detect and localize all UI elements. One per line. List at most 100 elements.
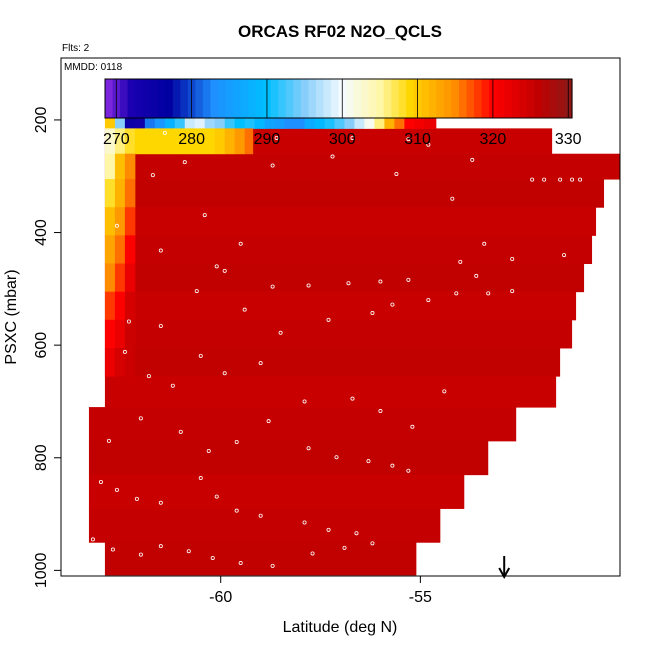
observation-point (238, 561, 243, 566)
field-cell-upper (124, 128, 136, 155)
colorbar-segment (459, 79, 468, 118)
colorbar-segment (233, 79, 242, 118)
observation-point (170, 383, 175, 388)
field-cell-edge (124, 235, 136, 265)
colorbar-tick-label: 320 (480, 131, 507, 148)
colorbar-segment (225, 79, 234, 118)
observation-point (426, 142, 431, 147)
field-row (104, 179, 605, 208)
x-axis: -60 -55 (209, 576, 432, 606)
observation-point (106, 438, 111, 443)
observation-point (474, 273, 479, 278)
colorbar-segment (157, 79, 166, 118)
field-cell-upper (114, 128, 126, 155)
field-cell-edge (114, 291, 126, 321)
observation-point (182, 160, 187, 165)
observation-point (342, 545, 347, 550)
colorbar-segment (217, 79, 227, 118)
colorbar (104, 78, 573, 119)
field-cell-edge (114, 235, 126, 265)
observation-point (222, 268, 227, 273)
observation-point (98, 479, 103, 484)
observation-point (482, 241, 487, 246)
observation-point (258, 361, 263, 366)
observation-point (406, 468, 411, 473)
field-row (88, 474, 465, 509)
observation-point (378, 409, 383, 414)
x-tick-label: -60 (209, 589, 232, 606)
field-row (104, 376, 557, 408)
data-field (88, 100, 620, 576)
y-tick-label: 600 (33, 332, 50, 359)
observation-point (458, 259, 463, 264)
observation-point (198, 476, 203, 481)
colorbar-tick-label: 280 (178, 131, 205, 148)
y-axis: 200 400 600 800 1000 (33, 106, 61, 588)
colorbar-segment (391, 79, 400, 118)
observation-point (266, 419, 271, 424)
field-cell-edge (124, 153, 136, 180)
observation-point (578, 177, 583, 182)
observation-point (370, 541, 375, 546)
observation-point (326, 317, 331, 322)
observation-point (346, 281, 351, 286)
field-cell-edge (104, 179, 116, 208)
colorbar-segment (443, 79, 453, 118)
colorbar-ticks: 270 280 290 300 310 320 330 (103, 79, 582, 148)
observation-point (158, 324, 163, 329)
observation-point (406, 277, 411, 282)
colorbar-segment (526, 79, 535, 118)
colorbar-segment (451, 79, 460, 118)
observation-point (470, 157, 475, 162)
colorbar-tick-label: 290 (254, 131, 281, 148)
observation-point (146, 374, 151, 379)
field-row (104, 291, 577, 321)
field-cell-edge (114, 347, 126, 377)
observation-point (238, 241, 243, 246)
observation-point (150, 173, 155, 178)
observation-point (186, 549, 191, 554)
colorbar-segment (383, 79, 392, 118)
observation-point (114, 223, 119, 228)
colorbar-tick-label: 270 (103, 131, 130, 148)
field-row (104, 542, 417, 576)
observation-point (206, 449, 211, 454)
field-cell-edge (124, 319, 136, 349)
observation-point (302, 399, 307, 404)
observation-point (114, 487, 119, 492)
colorbar-tick-label: 310 (404, 131, 431, 148)
observation-point (410, 424, 415, 429)
observation-point (394, 171, 399, 176)
colorbar-segment (120, 79, 129, 118)
observation-point (138, 552, 143, 557)
observation-point (234, 439, 239, 444)
colorbar-segment (361, 79, 370, 118)
field-cell-edge (104, 207, 116, 236)
observation-point (570, 177, 575, 182)
field-cell-edge (124, 207, 136, 236)
observation-point (126, 319, 131, 324)
colorbar-segment (293, 79, 302, 118)
field-row (88, 440, 489, 476)
observation-point (194, 289, 199, 294)
colorbar-segment (436, 79, 445, 118)
observation-point (558, 177, 563, 182)
observation-point (90, 537, 95, 542)
colorbar-segment (421, 79, 430, 118)
observation-point (454, 291, 459, 296)
y-tick-label: 800 (33, 444, 50, 471)
observation-point (302, 520, 307, 525)
colorbar-segment (127, 79, 136, 118)
observation-point (274, 135, 279, 140)
observation-point (158, 544, 163, 549)
colorbar-segment (511, 79, 520, 118)
marker-arrowhead (498, 567, 511, 580)
colorbar-segment (285, 79, 294, 118)
field-cell-edge (114, 263, 126, 293)
field-row (104, 207, 597, 236)
y-tick-label: 200 (33, 106, 50, 133)
field-cell-edge (104, 291, 116, 321)
field-row (88, 508, 441, 543)
colorbar-segment (195, 79, 204, 118)
observation-point (350, 135, 355, 140)
